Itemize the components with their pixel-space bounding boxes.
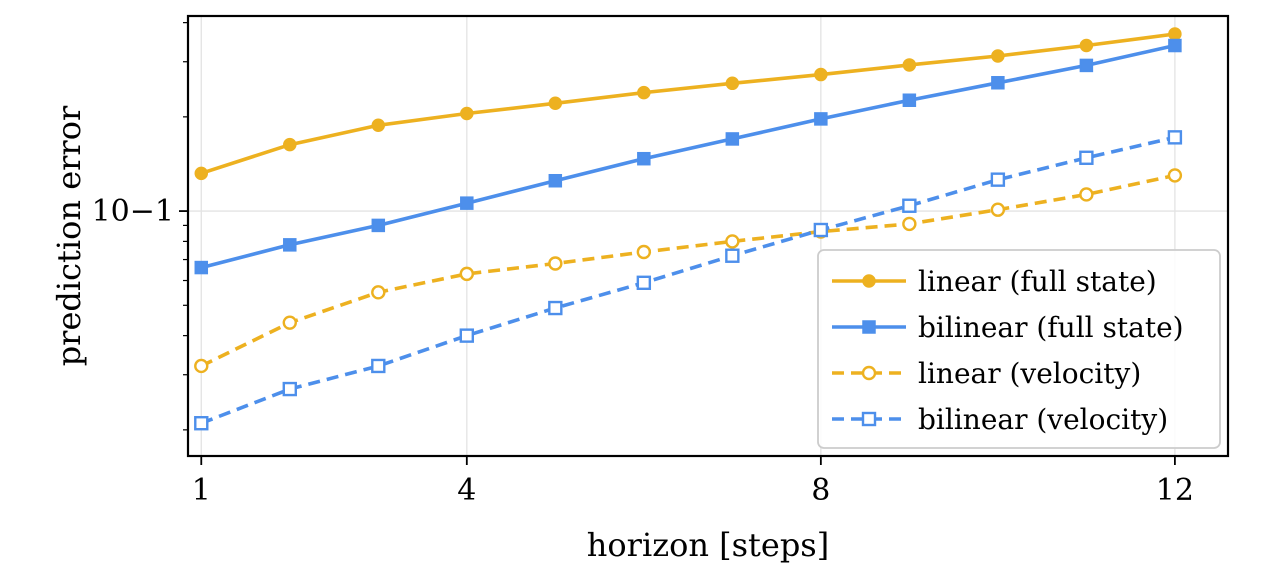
legend-label: bilinear (velocity) bbox=[918, 403, 1168, 436]
data-point bbox=[1167, 168, 1183, 183]
data-point bbox=[371, 358, 386, 374]
y-tick-label: 10−1 bbox=[92, 194, 174, 229]
data-point bbox=[282, 315, 297, 330]
data-point bbox=[371, 118, 386, 133]
series-0 bbox=[194, 27, 1182, 181]
series-3 bbox=[194, 130, 1183, 431]
data-point bbox=[725, 248, 740, 263]
x-tick-label: 8 bbox=[811, 473, 830, 508]
x-tick-label: 4 bbox=[457, 473, 476, 508]
data-point bbox=[637, 85, 651, 100]
x-tick-label: 1 bbox=[192, 473, 211, 508]
legend-item: bilinear (velocity) bbox=[832, 403, 1168, 436]
data-point bbox=[636, 275, 652, 290]
data-point bbox=[813, 222, 829, 238]
x-axis-label: horizon [steps] bbox=[587, 526, 829, 564]
y-axis-label: prediction error bbox=[50, 105, 88, 366]
series-1 bbox=[194, 38, 1182, 275]
legend-item: bilinear (full state) bbox=[832, 311, 1184, 344]
data-point bbox=[283, 238, 297, 252]
legend-marker bbox=[862, 320, 876, 334]
data-point bbox=[459, 328, 475, 343]
data-point bbox=[991, 49, 1005, 63]
data-point bbox=[725, 132, 740, 146]
legend-marker bbox=[861, 365, 877, 381]
series-line bbox=[200, 135, 1176, 425]
data-point bbox=[902, 58, 917, 72]
data-point bbox=[194, 166, 209, 181]
data-point bbox=[1168, 38, 1182, 53]
legend-item: linear (full state) bbox=[832, 265, 1157, 298]
data-point bbox=[725, 76, 740, 91]
data-point bbox=[548, 96, 563, 111]
data-point bbox=[1079, 58, 1094, 73]
series-line bbox=[200, 32, 1176, 176]
data-point bbox=[194, 416, 209, 431]
data-point bbox=[1167, 130, 1183, 145]
data-point bbox=[548, 173, 563, 188]
data-point bbox=[990, 172, 1006, 187]
series-line bbox=[200, 43, 1176, 270]
data-point bbox=[548, 300, 563, 316]
legend-label: bilinear (full state) bbox=[918, 311, 1184, 344]
data-point bbox=[902, 93, 917, 107]
data-point bbox=[725, 234, 740, 249]
data-point bbox=[902, 216, 917, 232]
data-point bbox=[1168, 27, 1182, 41]
data-point bbox=[814, 112, 828, 126]
x-tick-label: 12 bbox=[1156, 473, 1194, 508]
data-point bbox=[194, 260, 209, 275]
data-point bbox=[902, 198, 917, 213]
data-point bbox=[1079, 187, 1094, 202]
legend: linear (full state) bilinear (full state)… bbox=[817, 249, 1221, 449]
data-point bbox=[548, 256, 563, 271]
data-point bbox=[460, 196, 474, 210]
legend-box bbox=[817, 249, 1221, 449]
legend-marker bbox=[861, 411, 877, 427]
legend-label: linear (full state) bbox=[918, 265, 1157, 298]
data-point bbox=[283, 137, 297, 152]
data-point bbox=[991, 76, 1005, 90]
ticks: 1 4 8 12 10−1 bbox=[92, 22, 1194, 508]
data-point bbox=[282, 381, 297, 397]
data-point bbox=[990, 202, 1006, 217]
data-point bbox=[371, 218, 386, 233]
data-point bbox=[460, 106, 474, 121]
data-point bbox=[1079, 38, 1094, 53]
legend-label: linear (velocity) bbox=[918, 357, 1141, 390]
data-point bbox=[637, 151, 651, 166]
data-point bbox=[459, 266, 475, 282]
data-point bbox=[814, 67, 828, 82]
data-point bbox=[194, 358, 209, 374]
data-point bbox=[1079, 150, 1094, 165]
series-line bbox=[200, 173, 1176, 368]
legend-item: linear (velocity) bbox=[832, 357, 1141, 390]
series-layer bbox=[194, 27, 1183, 431]
legend-marker bbox=[862, 274, 876, 288]
data-point bbox=[371, 285, 386, 300]
plot-frame bbox=[186, 14, 1230, 458]
data-point bbox=[636, 244, 652, 260]
